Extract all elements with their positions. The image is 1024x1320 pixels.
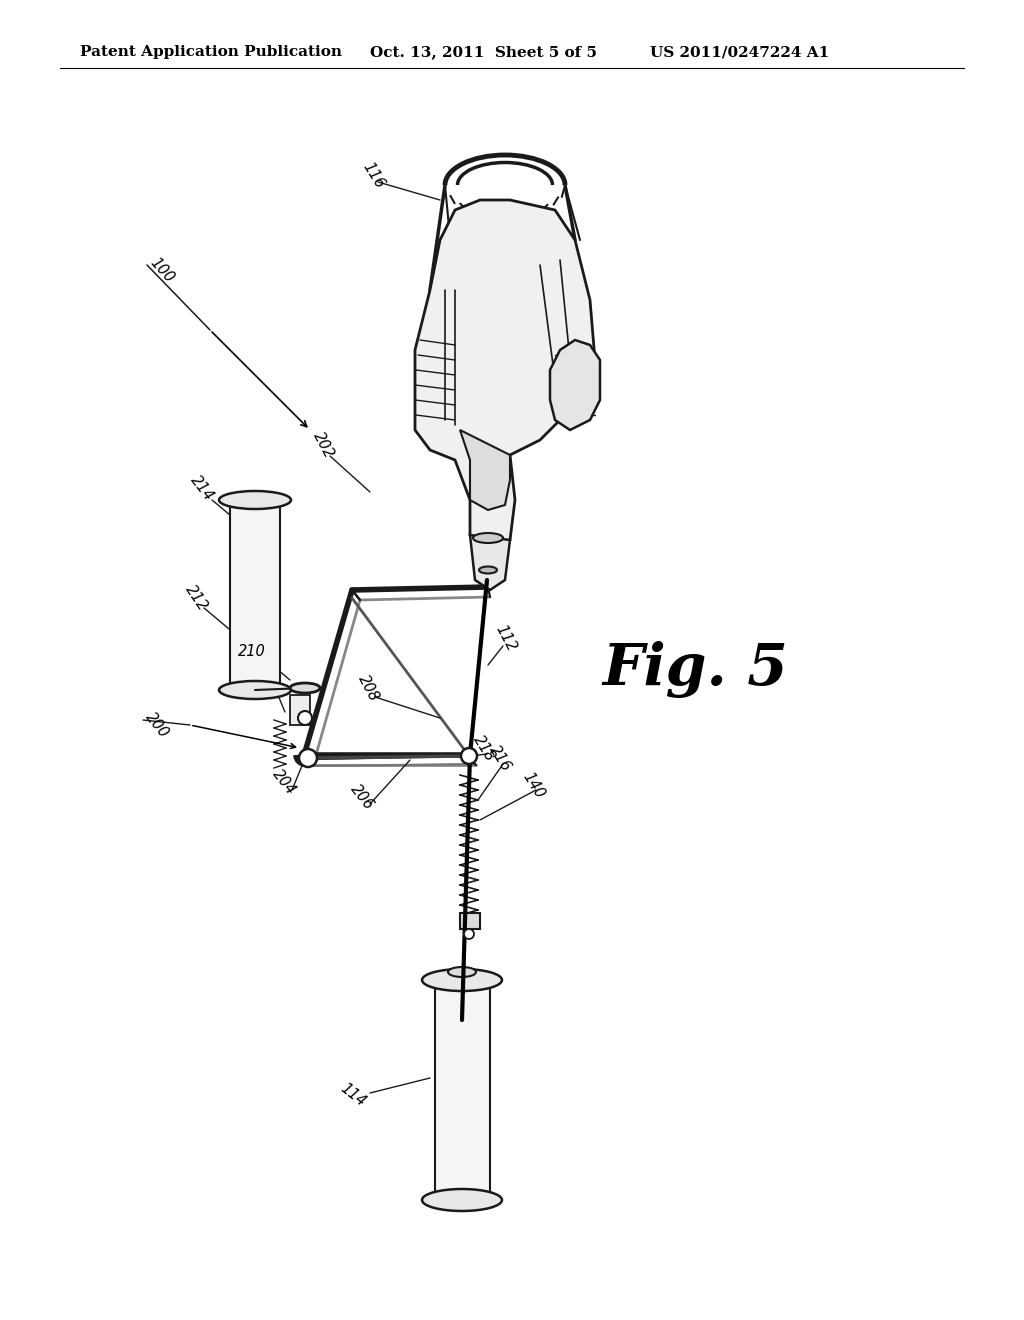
- Text: 218: 218: [470, 733, 498, 764]
- Circle shape: [461, 748, 477, 764]
- Ellipse shape: [219, 491, 291, 510]
- Ellipse shape: [422, 1189, 502, 1210]
- Text: 100: 100: [147, 255, 177, 285]
- Bar: [230, 500, 280, 690]
- Text: Patent Application Publication: Patent Application Publication: [80, 45, 342, 59]
- Text: 200: 200: [143, 709, 172, 741]
- Text: 140: 140: [520, 770, 548, 801]
- Text: 214: 214: [188, 473, 217, 503]
- Circle shape: [464, 929, 474, 939]
- Ellipse shape: [479, 566, 497, 573]
- Text: 204: 204: [270, 767, 299, 797]
- Text: Oct. 13, 2011  Sheet 5 of 5: Oct. 13, 2011 Sheet 5 of 5: [370, 45, 597, 59]
- Text: Fig. 5: Fig. 5: [602, 642, 787, 698]
- Ellipse shape: [473, 533, 503, 543]
- Polygon shape: [470, 535, 510, 590]
- Text: 206: 206: [348, 781, 377, 813]
- Circle shape: [298, 711, 312, 725]
- Text: 208: 208: [355, 672, 381, 704]
- Polygon shape: [415, 201, 595, 545]
- Text: 216: 216: [486, 742, 513, 774]
- Polygon shape: [550, 341, 600, 430]
- Text: 116: 116: [360, 160, 387, 191]
- Ellipse shape: [219, 681, 291, 700]
- Ellipse shape: [422, 969, 502, 991]
- Ellipse shape: [449, 968, 476, 977]
- Text: 114: 114: [337, 1081, 368, 1109]
- Text: 212: 212: [182, 582, 210, 614]
- Bar: [435, 979, 490, 1200]
- Text: 202: 202: [310, 429, 336, 461]
- Text: 112: 112: [493, 622, 519, 653]
- Bar: [460, 913, 480, 929]
- Bar: [290, 696, 310, 725]
- Ellipse shape: [290, 682, 319, 693]
- Circle shape: [299, 748, 317, 767]
- Text: US 2011/0247224 A1: US 2011/0247224 A1: [650, 45, 829, 59]
- Polygon shape: [460, 430, 510, 510]
- Text: 210: 210: [238, 644, 266, 660]
